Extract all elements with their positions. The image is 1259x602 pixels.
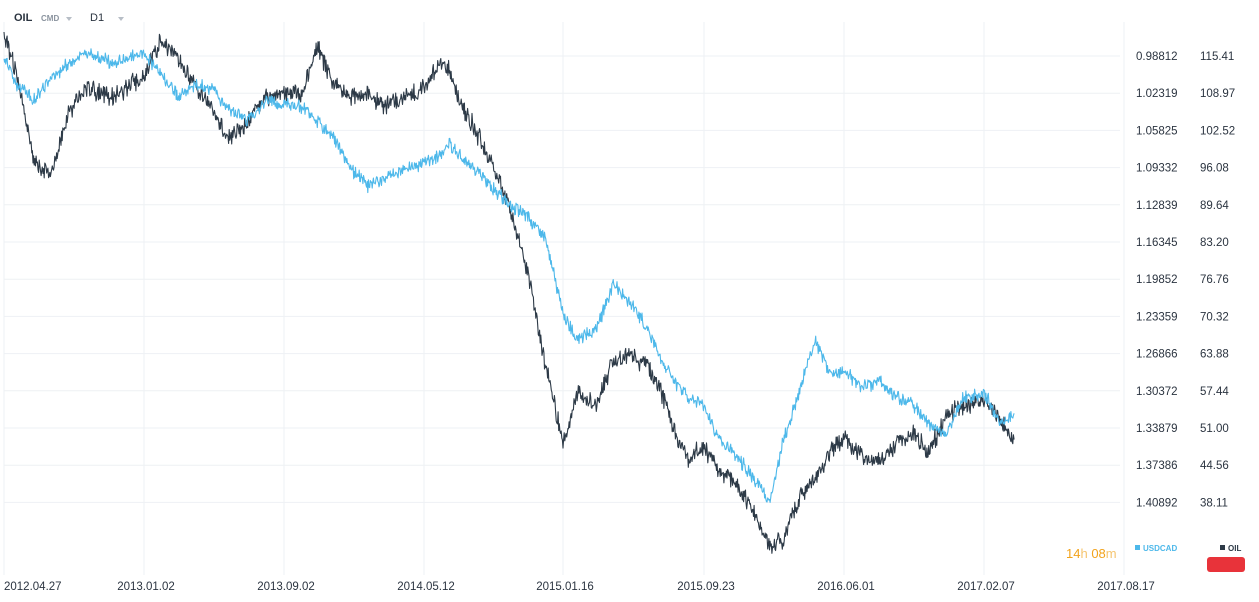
y-left-tick-label: 1.09332 — [1136, 163, 1178, 175]
y-right-tick-label: 108.97 — [1200, 88, 1235, 100]
y-right-tick-label: 38.11 — [1200, 497, 1228, 509]
y-right-tick-label: 115.41 — [1200, 51, 1234, 63]
chart-series — [3, 31, 1015, 554]
y-axis-right-labels: 115.41 108.97 102.52 96.08 89.64 83.20 76.76 70… — [1200, 51, 1235, 509]
y-left-tick-label: 1.30372 — [1136, 386, 1178, 398]
y-right-tick-label: 83.20 — [1200, 237, 1229, 249]
x-tick-label: 2015.09.23 — [677, 581, 735, 593]
y-right-tick-label: 63.88 — [1200, 349, 1229, 361]
symbol-selector[interactable]: OIL — [14, 12, 33, 24]
symbol-type-label: CMD — [41, 14, 60, 23]
x-tick-label: 2014.05.12 — [397, 581, 455, 593]
y-right-tick-label: 89.64 — [1200, 200, 1229, 212]
candle-countdown: 14h 08m — [1066, 546, 1117, 561]
timeframe-selector[interactable]: D1 — [90, 12, 105, 24]
x-tick-label: 2015.01.16 — [536, 581, 594, 593]
y-left-tick-label: 1.23359 — [1136, 311, 1178, 323]
x-tick-label: 2012.04.27 — [4, 581, 62, 593]
y-left-tick-label: 1.26866 — [1136, 349, 1178, 361]
x-tick-label: 2017.02.07 — [957, 581, 1015, 593]
y-left-tick-label: 0.98812 — [1136, 51, 1178, 63]
x-tick-label: 2016.06.01 — [817, 581, 875, 593]
y-right-tick-label: 96.08 — [1200, 163, 1229, 175]
chart-grid — [3, 22, 1125, 575]
x-axis-labels: 2012.04.27 2013.01.02 2013.09.02 2014.05.12… — [4, 581, 1155, 593]
y-right-tick-label: 51.00 — [1200, 423, 1229, 435]
y-left-tick-label: 1.16345 — [1136, 237, 1178, 249]
y-left-tick-label: 1.33879 — [1136, 423, 1178, 435]
legend-swatch-oil — [1220, 545, 1225, 550]
y-left-tick-label: 1.05825 — [1136, 125, 1178, 137]
legend-label-usdcad: USDCAD — [1143, 544, 1177, 553]
y-right-tick-label: 44.56 — [1200, 460, 1229, 472]
y-right-tick-label: 57.44 — [1200, 386, 1229, 398]
y-right-tick-label: 102.52 — [1200, 125, 1235, 137]
x-tick-label: 2013.01.02 — [117, 581, 175, 593]
x-tick-label: 2017.08.17 — [1097, 581, 1155, 593]
symbol-dropdown-icon[interactable] — [66, 17, 72, 21]
y-right-tick-label: 70.32 — [1200, 311, 1229, 323]
chart-header: OIL CMD D1 — [0, 0, 400, 36]
y-left-tick-label: 1.12839 — [1136, 200, 1178, 212]
series-line-oil — [3, 31, 1015, 554]
y-left-tick-label: 1.19852 — [1136, 274, 1178, 286]
y-left-tick-label: 1.02319 — [1136, 88, 1178, 100]
legend: USDCAD OIL — [1135, 544, 1241, 553]
timeframe-dropdown-icon[interactable] — [118, 17, 124, 21]
y-right-tick-label: 76.76 — [1200, 274, 1229, 286]
legend-label-oil: OIL — [1228, 544, 1241, 553]
y-left-tick-label: 1.40892 — [1136, 497, 1178, 509]
price-flag — [1207, 557, 1245, 572]
x-tick-label: 2013.09.02 — [257, 581, 315, 593]
y-axis-left-labels: 0.98812 1.02319 1.05825 1.09332 1.12839 1.163… — [1136, 51, 1178, 509]
y-left-tick-label: 1.37386 — [1136, 460, 1178, 472]
legend-swatch-usdcad — [1135, 545, 1140, 550]
series-line-usdcad — [3, 48, 1015, 503]
